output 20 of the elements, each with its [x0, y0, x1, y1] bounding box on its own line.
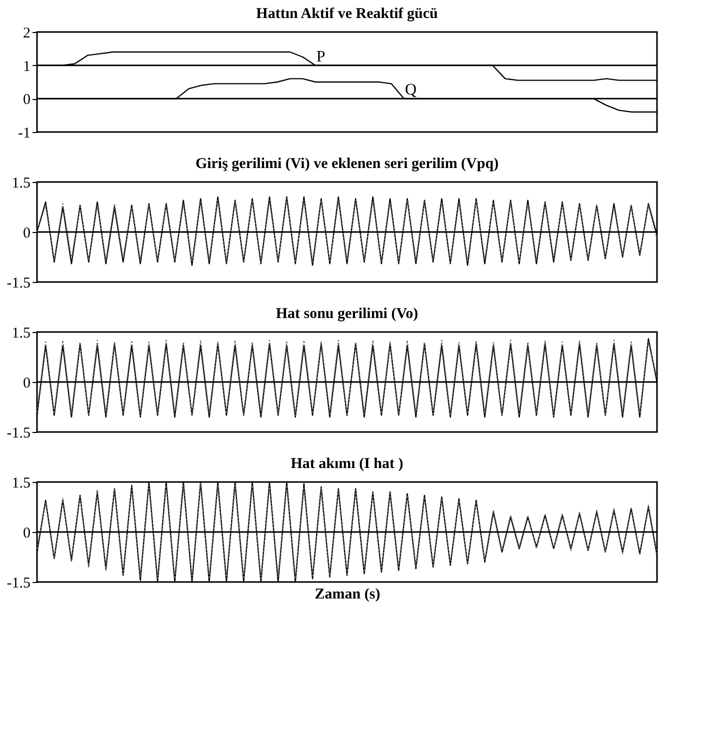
y-tick-label: 1.5 — [12, 326, 30, 342]
y-tick-label: 1 — [23, 58, 30, 75]
chart-title: Hat akımı (I hat ) — [290, 456, 404, 472]
series-label: Q — [404, 82, 417, 99]
chart-title: Giriş gerilimi (Vi) ve eklenen seri gerilim (Vpq) — [195, 156, 499, 172]
y-tick-label: -1.5 — [6, 576, 30, 592]
y-tick-label: 0 — [23, 376, 30, 392]
y-tick-label: 1.5 — [12, 476, 30, 492]
y-tick-label: 0 — [23, 92, 30, 108]
series-label: P — [316, 48, 326, 66]
x-axis-title: Zaman (s) — [314, 586, 380, 602]
y-tick-label: 0 — [23, 526, 30, 542]
y-tick-label: -1.5 — [6, 276, 30, 292]
chart-title: Hat sonu gerilimi (Vo) — [276, 306, 418, 322]
y-tick-label: 2 — [23, 26, 30, 42]
y-tick-label: 1.5 — [12, 176, 30, 192]
chart-title: Hattın Aktif ve Reaktif gücü — [256, 6, 438, 22]
y-tick-label: -1 — [18, 126, 30, 142]
y-tick-label: -1.5 — [6, 426, 30, 442]
y-tick-label: 0 — [23, 226, 30, 242]
